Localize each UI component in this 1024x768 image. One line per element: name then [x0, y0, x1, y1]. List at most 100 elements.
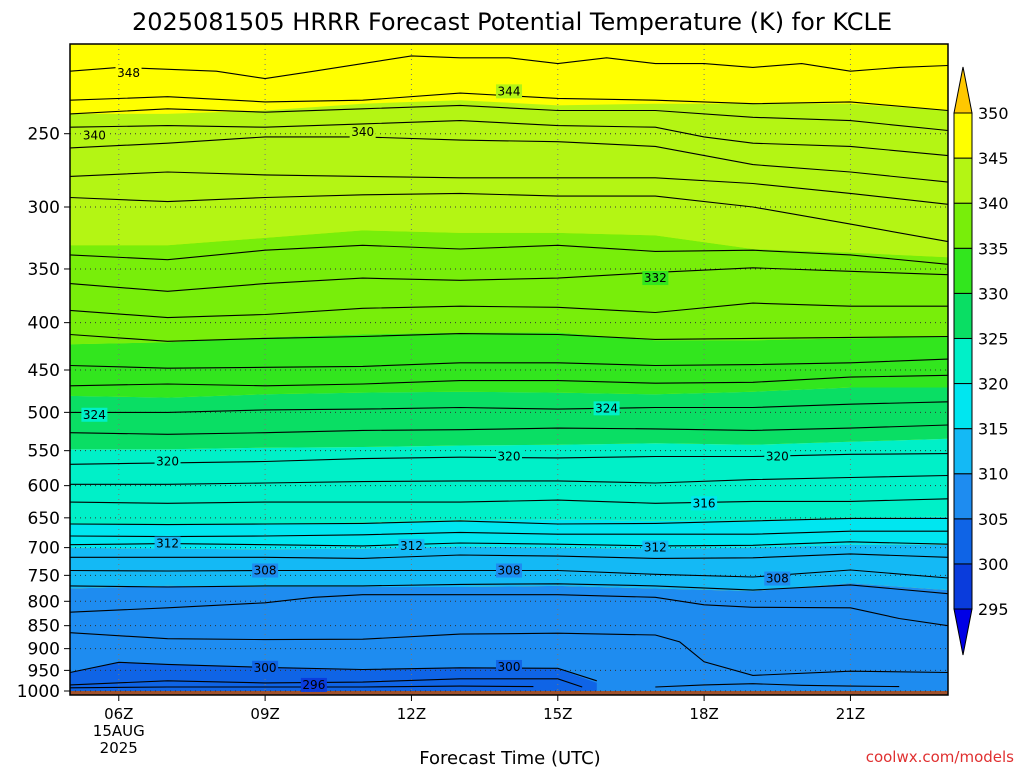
contour-line-306	[69, 583, 949, 595]
fill-band-330	[70, 332, 948, 398]
colorbar-label: 315	[978, 420, 1009, 439]
colorbar-legend: 295 300 305 310 315 320 325 330 335 340 345 350	[953, 66, 1009, 656]
contour-line-332	[69, 267, 949, 292]
contour-label-bg	[252, 660, 279, 675]
chart-title: 2025081505 HRRR Forecast Potential Tempe…	[132, 8, 892, 36]
contour-label: 312	[400, 539, 423, 553]
contour-label: 324	[595, 401, 618, 415]
colorbar-swatch	[953, 563, 973, 610]
contour-label: 312	[156, 537, 179, 551]
y-tick-label: 600	[28, 477, 60, 497]
colorbar-label: 320	[978, 375, 1009, 394]
y-tick-label: 1000	[17, 682, 60, 702]
grid-lines	[70, 44, 948, 695]
fill-band-305	[70, 583, 948, 695]
contour-line-324	[70, 401, 949, 413]
contour-line-326	[69, 358, 949, 369]
fill-band-345	[70, 44, 948, 114]
colorbar-label: 340	[978, 194, 1009, 213]
y-tick-label: 750	[28, 566, 60, 586]
contour-lines	[69, 55, 949, 689]
colorbar-swatch	[953, 383, 973, 430]
contour-label: 300	[254, 661, 277, 675]
contour-line-294	[655, 683, 900, 688]
x-date-label: 15AUG	[93, 722, 145, 740]
contour-line-310	[70, 553, 949, 559]
x-tick-label: 12Z	[397, 705, 426, 723]
colorbar-swatch	[953, 112, 973, 159]
contour-line-302	[69, 632, 949, 676]
colorbar-label: 300	[978, 555, 1009, 574]
colorbar-label: 335	[978, 239, 1009, 258]
fill-band-340	[70, 100, 948, 258]
contour-label-bg	[593, 401, 620, 416]
contour-label: 316	[693, 496, 716, 510]
y-tick-label: 800	[28, 592, 60, 612]
contour-label: 332	[644, 271, 667, 285]
contour-label: 312	[644, 541, 667, 555]
contour-labels: 348 344 340 340 332 324 324 320 320 320 316 312 312 3…	[81, 66, 791, 692]
contour-label: 296	[302, 678, 325, 692]
contour-line-344	[69, 104, 949, 132]
y-tick-label: 850	[28, 617, 60, 637]
y-tick-label: 500	[28, 403, 60, 423]
x-tick-label: 21Z	[836, 705, 865, 723]
x-axis-label: Forecast Time (UTC)	[419, 748, 600, 768]
contour-line-328	[69, 333, 949, 342]
contour-line-325	[69, 374, 949, 387]
contour-line-348	[69, 55, 949, 80]
y-tick-label: 400	[28, 314, 60, 334]
y-tick-label: 350	[28, 260, 60, 280]
contour-label: 348	[117, 66, 140, 80]
contour-label: 308	[254, 563, 277, 577]
contour-label: 340	[83, 128, 106, 142]
contour-label-bg	[496, 659, 522, 674]
colorbar-label: 305	[978, 510, 1009, 529]
y-tick-label: 550	[28, 442, 60, 462]
contour-label: 344	[498, 84, 521, 98]
colorbar-label: 350	[978, 104, 1009, 123]
contour-label: 320	[766, 449, 789, 463]
contour-line-322	[69, 424, 949, 435]
colorbar-label: 325	[978, 329, 1009, 348]
colorbar-swatch	[953, 292, 973, 339]
y-tick-label: 950	[28, 661, 60, 681]
contour-label: 300	[498, 660, 521, 674]
contour-label-bg	[496, 449, 522, 464]
contour-label-bg	[154, 536, 181, 551]
y-tick-label: 700	[28, 539, 60, 559]
contour-line-342	[69, 120, 949, 157]
colorbar-label: 310	[978, 465, 1009, 484]
contour-line-304	[69, 594, 949, 627]
credit-text: coolwx.com/models	[866, 748, 1014, 766]
plot-area: 348 344 340 340 332 324 324 320 320 320 316 312 312 3…	[69, 43, 949, 696]
colorbar-swatch	[953, 157, 973, 204]
contour-label: 324	[83, 408, 106, 422]
contour-line-300	[69, 661, 597, 682]
x-tick-label: 18Z	[689, 705, 718, 723]
colorbar-arrow-bottom	[953, 608, 973, 656]
contour-line-313	[69, 530, 948, 538]
contour-line-330	[69, 302, 948, 319]
colorbar-swatch	[953, 247, 973, 294]
x-tick-label: 15Z	[543, 705, 572, 723]
colorbar-swatch	[953, 518, 973, 565]
contour-label-bg	[642, 271, 669, 286]
colorbar-label: 295	[978, 600, 1009, 619]
colorbar-swatch	[953, 428, 973, 475]
contour-label: 308	[498, 563, 521, 577]
colorbar-swatch	[953, 337, 973, 385]
colorbar-arrow-top	[953, 66, 973, 114]
y-tick-label: 300	[28, 198, 60, 218]
contour-line-338	[69, 171, 949, 205]
x-tick-label: 09Z	[250, 705, 279, 723]
colorbar-label: 330	[978, 284, 1009, 303]
contour-label-bg	[398, 538, 425, 553]
colorbar-swatch	[953, 202, 973, 249]
contour-label-bg	[496, 84, 522, 99]
ground-band	[70, 690, 948, 695]
fill-band-300	[70, 662, 597, 691]
contour-label-bg	[349, 125, 376, 140]
contour-label-bg	[764, 449, 791, 464]
